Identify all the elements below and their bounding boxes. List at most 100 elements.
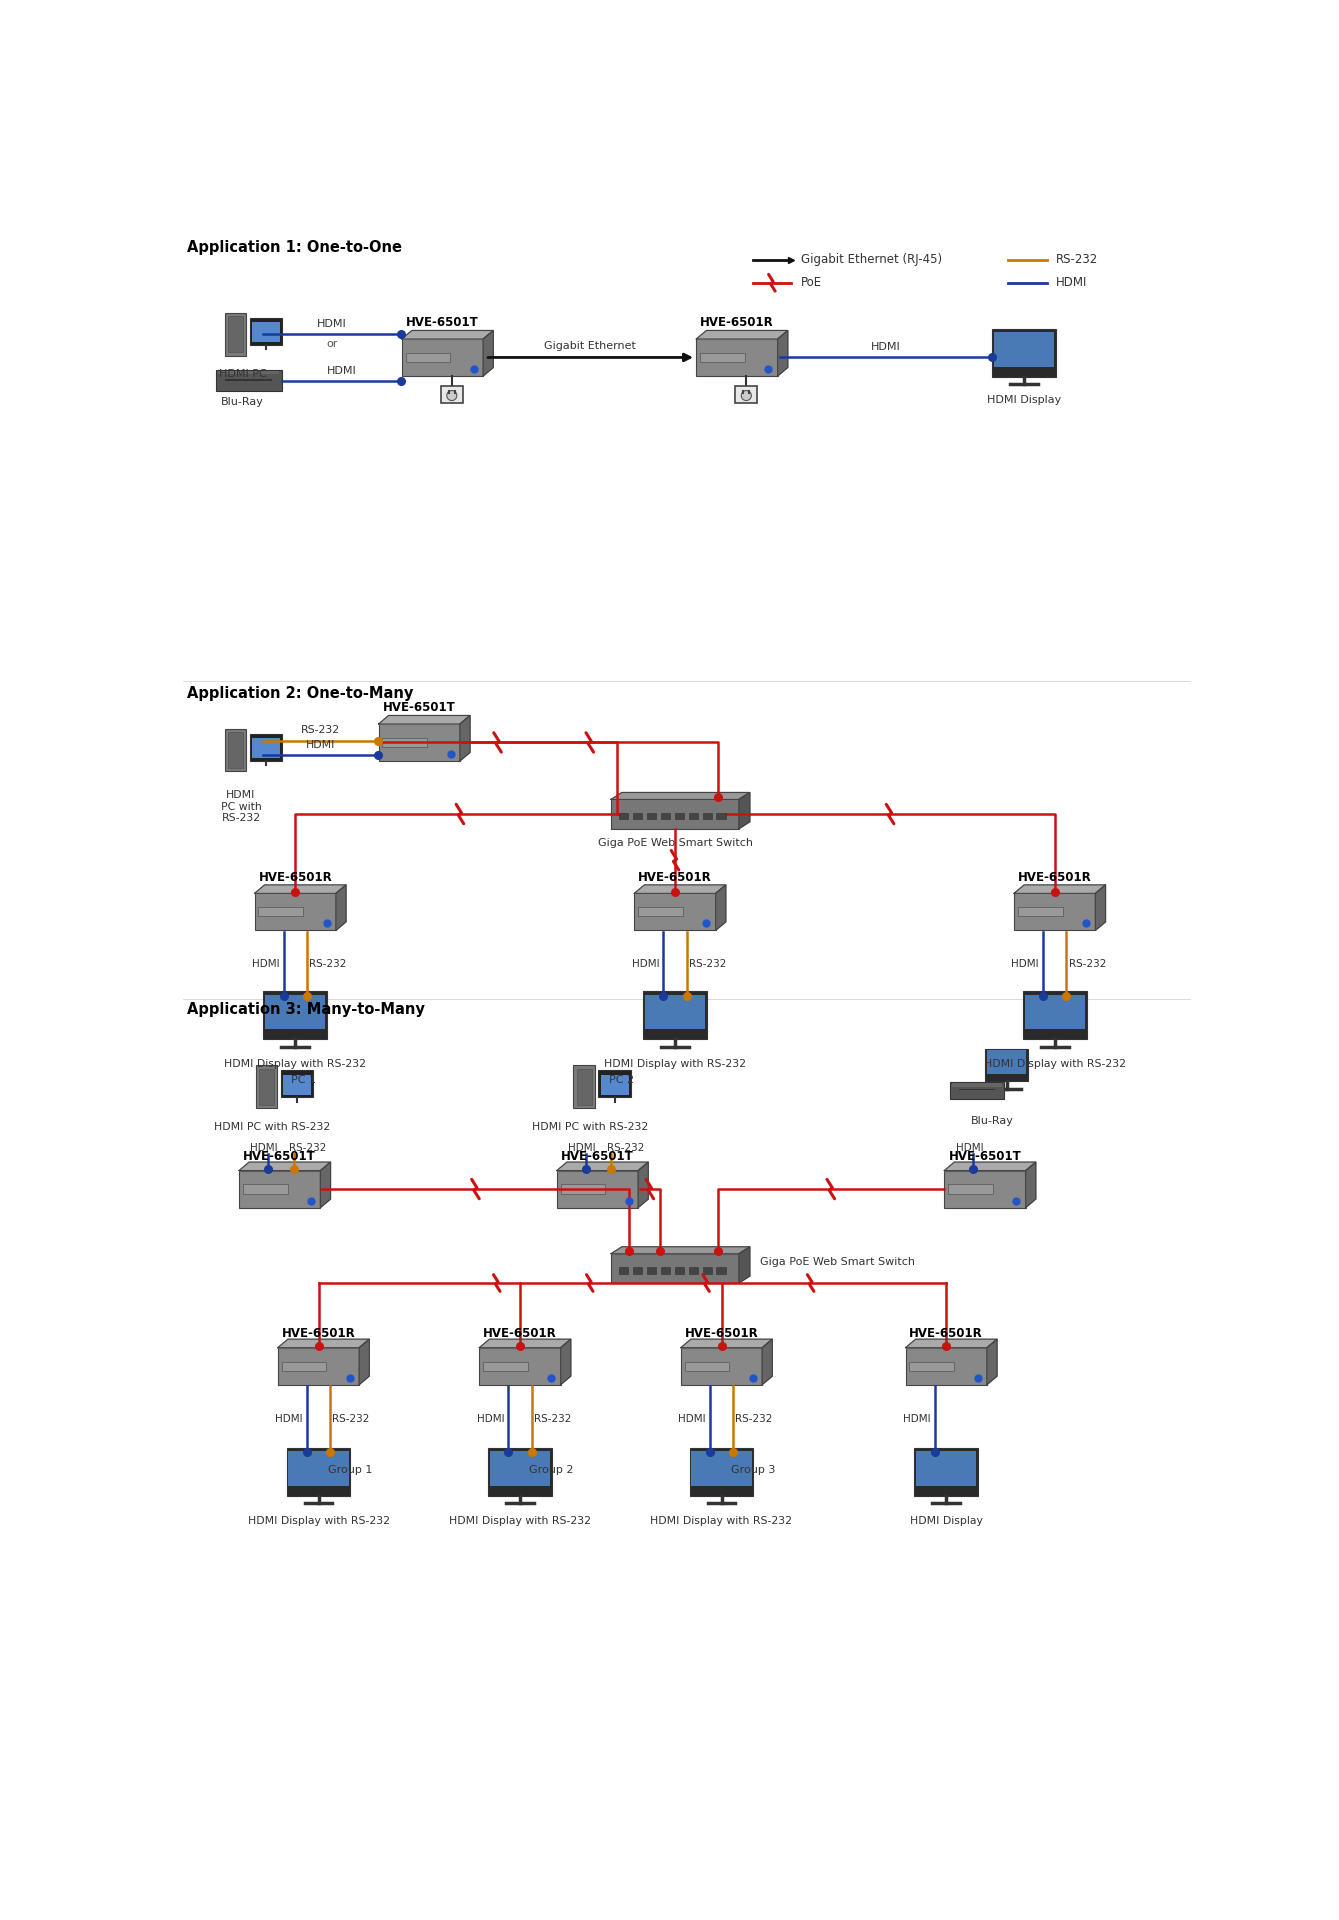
Text: HDMI: HDMI (902, 1415, 931, 1425)
Text: HDMI: HDMI (870, 342, 901, 353)
Bar (716, 812, 726, 820)
Polygon shape (1026, 1162, 1036, 1208)
Text: Application 1: One-to-One: Application 1: One-to-One (186, 240, 402, 255)
Polygon shape (715, 885, 726, 931)
Text: Gigabit Ethernet (RJ-45): Gigabit Ethernet (RJ-45) (801, 253, 941, 267)
Bar (561, 1185, 605, 1194)
Text: HVE-6501T: HVE-6501T (244, 1150, 316, 1164)
Bar (688, 1267, 698, 1273)
Bar (490, 1452, 550, 1486)
Bar (952, 1083, 1002, 1087)
Bar (944, 1171, 1026, 1208)
Bar (619, 812, 628, 820)
Bar (909, 1361, 955, 1371)
Bar (441, 386, 463, 403)
Bar (258, 1069, 274, 1104)
Polygon shape (483, 330, 493, 376)
Bar (1024, 995, 1085, 1029)
Bar (905, 1348, 987, 1384)
Bar (735, 386, 757, 403)
Text: HVE-6501R: HVE-6501R (909, 1327, 983, 1340)
Text: RS-232: RS-232 (607, 1142, 644, 1154)
Bar (406, 353, 450, 363)
Text: HDMI: HDMI (250, 1142, 279, 1154)
Text: HVE-6501T: HVE-6501T (383, 701, 455, 714)
Bar (225, 313, 246, 355)
Bar (225, 378, 272, 380)
Text: HDMI Display with RS-232: HDMI Display with RS-232 (248, 1517, 390, 1526)
Bar (619, 1267, 628, 1273)
Bar (402, 340, 483, 376)
Bar (379, 724, 459, 760)
Bar (684, 1361, 730, 1371)
Bar (277, 1348, 359, 1384)
Polygon shape (611, 793, 750, 799)
Text: Giga PoE Web Smart Switch: Giga PoE Web Smart Switch (761, 1258, 916, 1267)
Text: HVE-6501R: HVE-6501R (483, 1327, 557, 1340)
Bar (249, 733, 283, 760)
Bar (633, 1267, 643, 1273)
Bar (643, 991, 707, 1039)
Polygon shape (944, 1162, 1036, 1171)
Bar (690, 1448, 754, 1496)
Text: HDMI Display with RS-232: HDMI Display with RS-232 (449, 1517, 590, 1526)
Polygon shape (987, 1340, 998, 1384)
Bar (240, 1171, 320, 1208)
Bar (700, 353, 744, 363)
Bar (288, 1452, 348, 1486)
Text: HDMI PC with RS-232: HDMI PC with RS-232 (532, 1123, 648, 1133)
Bar (573, 1066, 595, 1108)
Text: HDMI: HDMI (632, 958, 659, 970)
Bar (216, 371, 281, 392)
Text: HDMI Display: HDMI Display (909, 1517, 983, 1526)
Bar (948, 1185, 994, 1194)
Text: HDMI Display with RS-232: HDMI Display with RS-232 (651, 1517, 793, 1526)
Text: Blu-Ray: Blu-Ray (221, 397, 264, 407)
Text: HDMI: HDMI (305, 739, 335, 749)
Bar (265, 995, 325, 1029)
Polygon shape (778, 330, 787, 376)
Text: Giga PoE Web Smart Switch: Giga PoE Web Smart Switch (597, 839, 753, 849)
Polygon shape (479, 1340, 570, 1348)
Text: Application 2: One-to-Many: Application 2: One-to-Many (186, 687, 414, 701)
Text: RS-232: RS-232 (534, 1415, 572, 1425)
Text: Group 2: Group 2 (529, 1465, 574, 1475)
Text: HDMI: HDMI (327, 365, 356, 376)
Text: HVE-6501R: HVE-6501R (700, 317, 774, 330)
Text: Group 1: Group 1 (328, 1465, 372, 1475)
Bar (1014, 893, 1095, 931)
Polygon shape (611, 1246, 750, 1254)
Text: HVE-6501T: HVE-6501T (406, 317, 479, 330)
Text: PC 2: PC 2 (609, 1075, 635, 1085)
Text: RS-232: RS-232 (688, 958, 726, 970)
Bar (680, 1348, 762, 1384)
Bar (915, 1448, 977, 1496)
Bar (1023, 991, 1086, 1039)
Bar (252, 737, 280, 758)
Polygon shape (739, 793, 750, 829)
Bar (225, 730, 246, 772)
Bar (960, 1089, 995, 1091)
Polygon shape (379, 716, 470, 724)
Bar (479, 1348, 561, 1384)
Text: HDMI: HDMI (1011, 958, 1039, 970)
Bar (660, 1267, 670, 1273)
Polygon shape (277, 1340, 370, 1348)
Bar (688, 812, 698, 820)
Text: HDMI
PC with
RS-232: HDMI PC with RS-232 (221, 791, 261, 824)
Bar (254, 893, 336, 931)
Text: PC 1: PC 1 (292, 1075, 316, 1085)
Bar (557, 1171, 639, 1208)
Text: Application 3: Many-to-Many: Application 3: Many-to-Many (186, 1002, 424, 1018)
Bar (228, 732, 244, 768)
Bar (675, 1267, 684, 1273)
Polygon shape (680, 1340, 773, 1348)
Polygon shape (459, 716, 470, 760)
Bar (645, 995, 706, 1029)
Bar (639, 908, 683, 916)
Circle shape (447, 390, 457, 401)
Text: HDMI: HDMI (1056, 276, 1087, 290)
Bar (599, 1069, 631, 1096)
Polygon shape (320, 1162, 331, 1208)
Polygon shape (696, 330, 787, 340)
